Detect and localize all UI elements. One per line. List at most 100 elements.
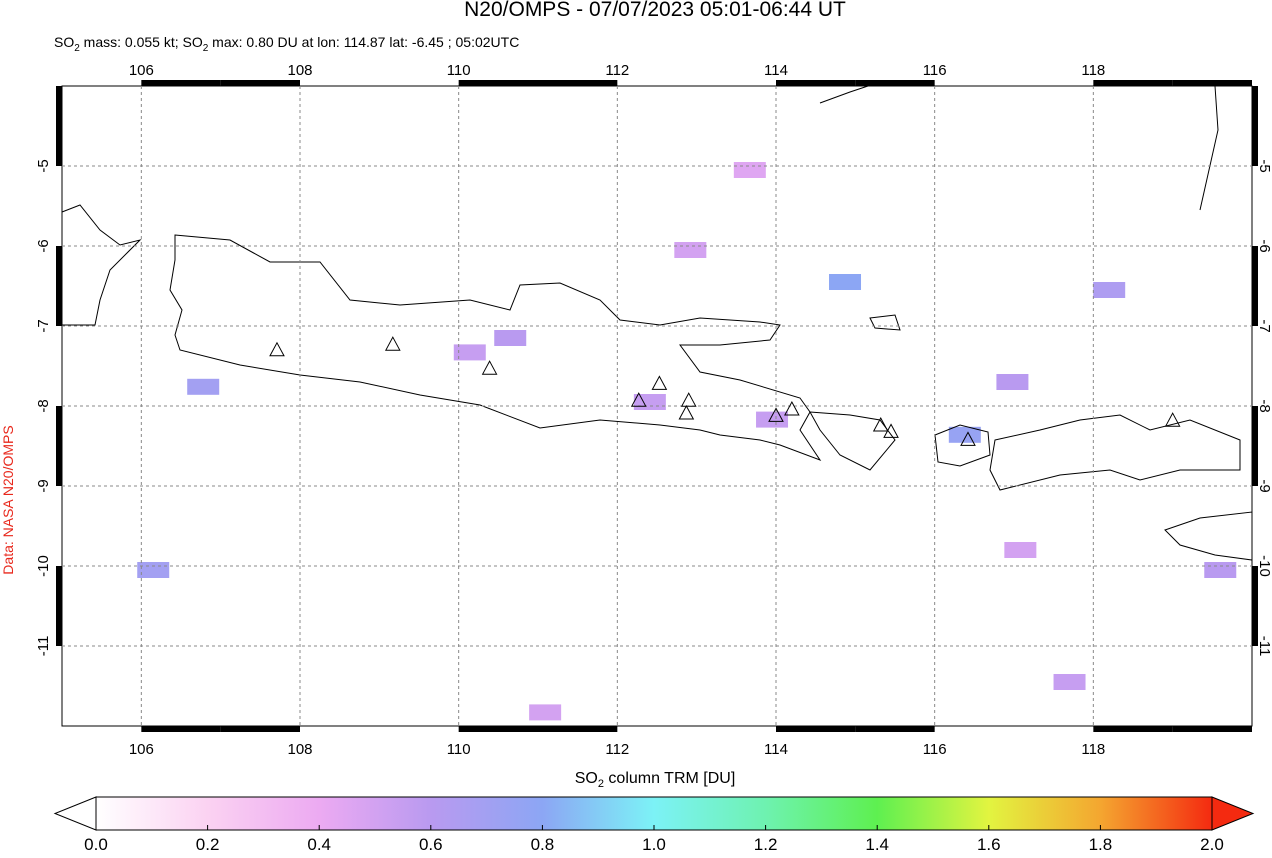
so2-cell	[756, 411, 789, 428]
y-tick-label: -6	[35, 239, 52, 252]
subtitle-sub: 2	[74, 43, 80, 54]
frame-bar	[855, 726, 935, 732]
volcano	[1164, 412, 1181, 427]
x-tick-label: 118	[1081, 741, 1105, 758]
frame-bar	[1252, 246, 1258, 326]
x-tick-label: 112	[605, 741, 629, 758]
frame-bar	[1252, 86, 1258, 166]
frame-bar	[776, 80, 856, 86]
colorbar-tick-label: 0.2	[196, 835, 220, 853]
coastline	[61, 204, 142, 326]
frame-bar	[1172, 80, 1252, 86]
volcano	[872, 416, 889, 432]
frame-bar	[776, 726, 856, 732]
so2-cell	[733, 162, 766, 178]
subtitle-part: max: 0.80 DU at lon: 114.87 lat: -6.45 ;…	[208, 34, 519, 50]
y-tick-label: -10	[1256, 555, 1272, 577]
frame-bar	[56, 86, 62, 166]
x-tick-label: 116	[923, 741, 947, 758]
y-tick-label: -7	[1256, 319, 1272, 332]
x-tick-label: 106	[129, 741, 154, 758]
volcano	[768, 407, 784, 422]
subtitle: SO2 mass: 0.055 kt; SO2 max: 0.80 DU at …	[54, 34, 519, 54]
so2-cell	[633, 394, 666, 410]
colorbar-label-part: column TRM [DU]	[604, 770, 735, 787]
colorbar-extend	[1211, 796, 1255, 831]
colorbar-tick-label: 1.2	[754, 835, 778, 853]
frame-bar	[220, 726, 300, 732]
volcano	[680, 392, 697, 407]
y-tick-label: -8	[1256, 399, 1272, 412]
y-tick-label: -9	[1256, 479, 1272, 492]
x-tick-label: 118	[1081, 62, 1105, 79]
coastline	[809, 411, 896, 471]
frame-bar	[1252, 406, 1258, 486]
subtitle-sub: 2	[203, 43, 209, 54]
colorbar-tick-label: 2.0	[1200, 835, 1224, 853]
frame-bar	[141, 80, 221, 86]
axes: 106 106 108 108 110 110 112 112 114 114 116 116 118 1…	[35, 62, 1272, 758]
frame-bar	[220, 80, 300, 86]
volcano	[481, 360, 498, 375]
x-tick-label: 108	[287, 741, 312, 758]
subtitle-part: SO	[54, 34, 74, 50]
colorbar-label-sub: 2	[598, 778, 604, 790]
y-tick-label: -7	[35, 319, 52, 332]
so2-cell	[137, 562, 170, 578]
colorbar-tick-label: 1.6	[977, 835, 1001, 853]
y-tick-label: -11	[35, 636, 52, 657]
so2-cell	[187, 378, 220, 395]
so2-cell	[494, 330, 527, 346]
frame-bar	[855, 80, 935, 86]
so2-cell	[1004, 542, 1037, 558]
x-tick-label: 110	[447, 62, 471, 79]
colorbar-tick-label: 0.4	[307, 835, 331, 853]
volcano	[384, 336, 401, 351]
so2-cell	[829, 274, 862, 290]
frame-bar	[1172, 726, 1252, 732]
frame-bar	[56, 246, 62, 326]
frame-bar	[56, 566, 62, 646]
colorbar-tick-label: 1.8	[1089, 835, 1113, 853]
volcano	[784, 400, 800, 416]
coastline	[869, 314, 901, 331]
y-tick-label: -6	[1256, 239, 1272, 252]
colorbar-extend	[53, 796, 97, 831]
colorbar-label-part: SO	[575, 770, 598, 787]
so2-cell	[1053, 674, 1086, 690]
y-tick-label: -5	[1256, 159, 1272, 172]
y-tick-label: -5	[35, 159, 52, 172]
frame-bar	[538, 726, 618, 732]
volcano	[883, 423, 899, 438]
so2-cell	[948, 426, 981, 443]
subtitle-part: mass: 0.055 kt; SO	[80, 34, 203, 50]
so2-cell	[996, 374, 1029, 390]
y-tick-label: -10	[35, 555, 52, 577]
coastline	[819, 85, 869, 104]
x-tick-label: 108	[287, 62, 312, 79]
coastline	[1164, 511, 1253, 561]
so2-cell	[1204, 562, 1237, 578]
frame-bar	[1093, 726, 1173, 732]
colorbar	[95, 796, 1213, 831]
x-tick-label: 114	[764, 741, 788, 758]
colorbar-label: SO2 column TRM [DU]	[575, 770, 736, 790]
y-tick-label: -8	[35, 399, 52, 412]
volcano	[651, 375, 668, 390]
frame-bar	[1252, 566, 1258, 646]
coastline	[934, 424, 991, 467]
so2-cell	[1093, 282, 1126, 298]
title: N20/OMPS - 07/07/2023 05:01-06:44 UT	[464, 0, 846, 21]
volcano	[960, 431, 976, 446]
so2-cell	[529, 704, 562, 721]
frame-bar	[1093, 80, 1173, 86]
x-tick-label: 106	[129, 62, 154, 79]
frame-bar	[458, 80, 538, 86]
colorbar-tick-label: 0.0	[84, 835, 108, 853]
x-tick-label: 116	[923, 62, 947, 79]
x-tick-label: 110	[447, 741, 471, 758]
colorbar-tick-label: 1.4	[865, 835, 889, 853]
colorbar-tick-label: 1.0	[642, 835, 666, 853]
